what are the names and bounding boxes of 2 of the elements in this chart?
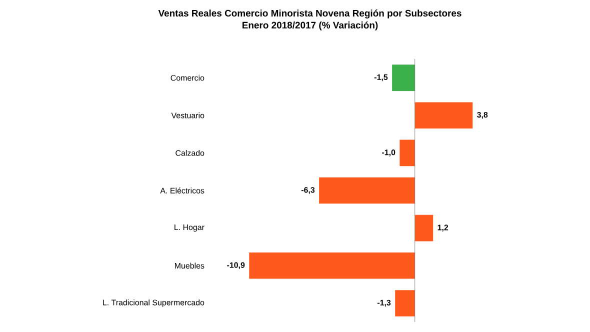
chart-subtitle: Enero 2018/2017 (% Variación)	[242, 21, 378, 30]
chart-title: Ventas Reales Comercio Minorista Novena Región por Subsectores	[158, 10, 462, 18]
